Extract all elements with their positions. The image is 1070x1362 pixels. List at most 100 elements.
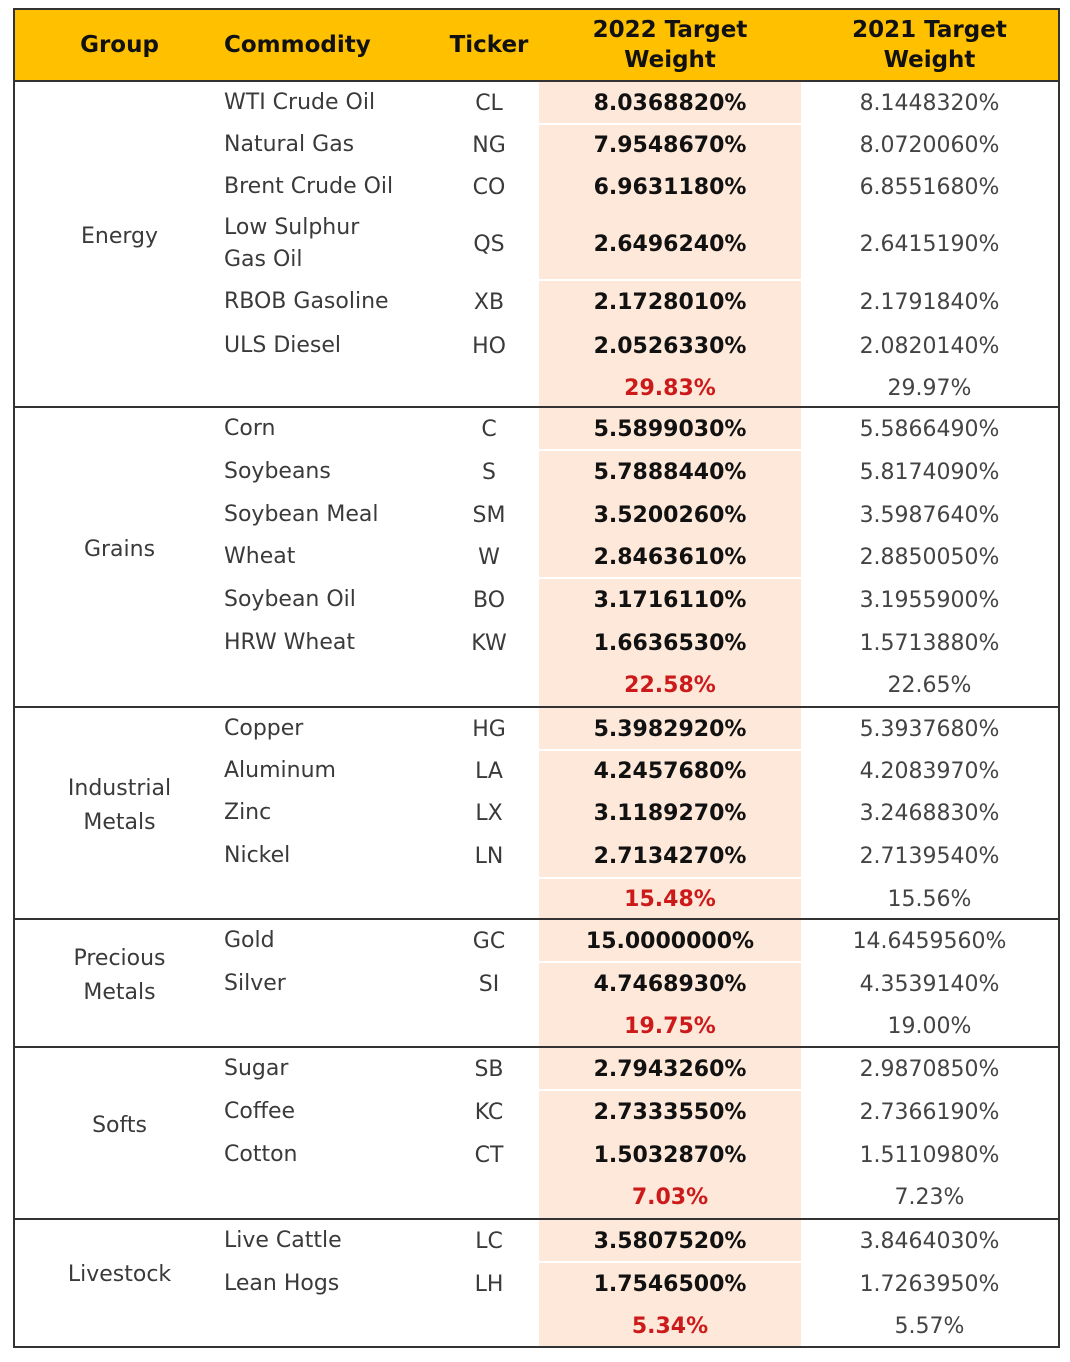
commodity-name: ULS Diesel [224,324,439,368]
group-total-2021: 22.65% [887,672,972,698]
commodity-name: Natural Gas [224,124,439,166]
ticker: SI [478,971,500,997]
ticker: GC [472,928,506,954]
weight-2021: 6.8551680% [859,174,1000,200]
ticker: HO [472,333,506,359]
commodity-name: Corn [224,408,439,450]
group-total-2022: 19.75% [624,1013,716,1039]
commodity-text: WTI Crude Oil [224,90,376,115]
group-name: Softs [92,1113,147,1138]
commodity-name: Soybeans [224,450,439,494]
band-divider [539,279,801,281]
commodity-text: Wheat [224,544,296,569]
weight-2022: 2.8463610% [593,544,747,570]
ticker: LH [474,1271,504,1297]
weight-2022: 5.3982920% [593,716,747,742]
weight-2021: 3.5987640% [859,502,1000,528]
highlight-column-band [539,408,801,708]
commodity-text: Soybean Meal [224,502,379,527]
header-group: Group [80,32,159,58]
commodity-name: Aluminum [224,750,439,792]
commodity-text: Live Cattle [224,1228,342,1253]
ticker: QS [473,231,505,257]
group-total-2021: 5.57% [894,1313,965,1339]
weight-2021: 2.1791840% [859,289,1000,315]
group-label: Livestock [15,1220,224,1330]
commodity-text: Gold [224,928,275,953]
weight-2022: 2.6496240% [593,231,747,257]
commodity-text: Copper [224,716,304,741]
group-total-2021: 15.56% [887,886,972,912]
commodity-name: HRW Wheat [224,622,439,664]
commodity-name: Silver [224,962,439,1006]
group-name: Precious [73,946,166,971]
weight-2022: 8.0368820% [593,90,747,116]
band-divider [539,877,801,879]
ticker: CO [472,174,506,200]
group-total-2022: 7.03% [631,1184,709,1210]
band-divider [539,749,801,751]
commodity-text: Coffee [224,1099,296,1124]
commodity-name: Lean Hogs [224,1262,439,1306]
group-name: Livestock [67,1262,172,1287]
commodity-text: HRW Wheat [224,630,356,655]
highlight-column-band [539,82,801,408]
weight-2021: 2.7139540% [859,843,1000,869]
weight-2022: 4.7468930% [593,971,747,997]
group-total-2021: 7.23% [894,1184,965,1210]
group-separator [15,706,1058,708]
commodity-name: Copper [224,708,439,750]
commodity-name: Coffee [224,1090,439,1134]
weight-2021: 2.6415190% [859,231,1000,257]
band-divider [539,577,801,579]
commodity-text: Brent Crude Oil [224,174,394,199]
weight-2022: 5.7888440% [593,459,747,485]
commodity-text: Nickel [224,843,291,868]
weight-2021: 8.0720060% [859,132,1000,158]
weight-2022: 3.1716110% [593,587,747,613]
ticker: BO [472,587,506,613]
group-name-line2: Metals [83,980,156,1005]
group-separator [15,1046,1058,1048]
group-separator [15,1218,1058,1220]
commodity-text: Lean Hogs [224,1271,340,1296]
commodity-name: RBOB Gasoline [224,280,439,324]
band-divider [539,123,801,125]
commodity-text-line2: Gas Oil [224,247,303,272]
weight-2022: 2.7943260% [593,1056,747,1082]
commodity-text: ULS Diesel [224,333,342,358]
weight-2021: 3.2468830% [859,800,1000,826]
ticker: CT [474,1142,504,1168]
weight-2021: 4.2083970% [859,758,1000,784]
weight-2021: 3.8464030% [859,1228,1000,1254]
weight-2021: 5.3937680% [859,716,1000,742]
commodity-text: Soybeans [224,459,331,484]
group-name: Energy [80,224,159,249]
weight-2022: 6.9631180% [593,174,747,200]
group-separator [15,918,1058,920]
weight-2022: 7.9548670% [593,132,747,158]
table-header: Group Commodity Ticker 2022 Target Weigh… [15,10,1058,82]
group-total-2022: 15.48% [624,886,716,912]
group-label: Industrial Metals [15,708,224,904]
band-divider [539,1261,801,1263]
band-divider [539,1089,801,1091]
commodity-name: Nickel [224,834,439,878]
commodity-name: Low Sulphur Gas Oil [224,208,439,280]
commodity-text: RBOB Gasoline [224,289,389,314]
ticker: CL [475,90,503,116]
commodity-name: Soybean Meal [224,494,439,536]
weight-2022: 3.5807520% [593,1228,747,1254]
weight-2021: 2.8850050% [859,544,1000,570]
ticker: LN [474,843,504,869]
weight-2021: 1.5110980% [859,1142,1000,1168]
weight-2022: 15.0000000% [585,928,755,954]
commodity-text: Corn [224,416,276,441]
group-name-line2: Metals [83,810,156,835]
weight-2022: 1.5032870% [593,1142,747,1168]
highlight-column-band [539,1220,801,1346]
commodity-text: Sugar [224,1056,289,1081]
commodity-name: Sugar [224,1048,439,1090]
weight-2021: 2.0820140% [859,333,1000,359]
group-name: Industrial [67,776,172,801]
